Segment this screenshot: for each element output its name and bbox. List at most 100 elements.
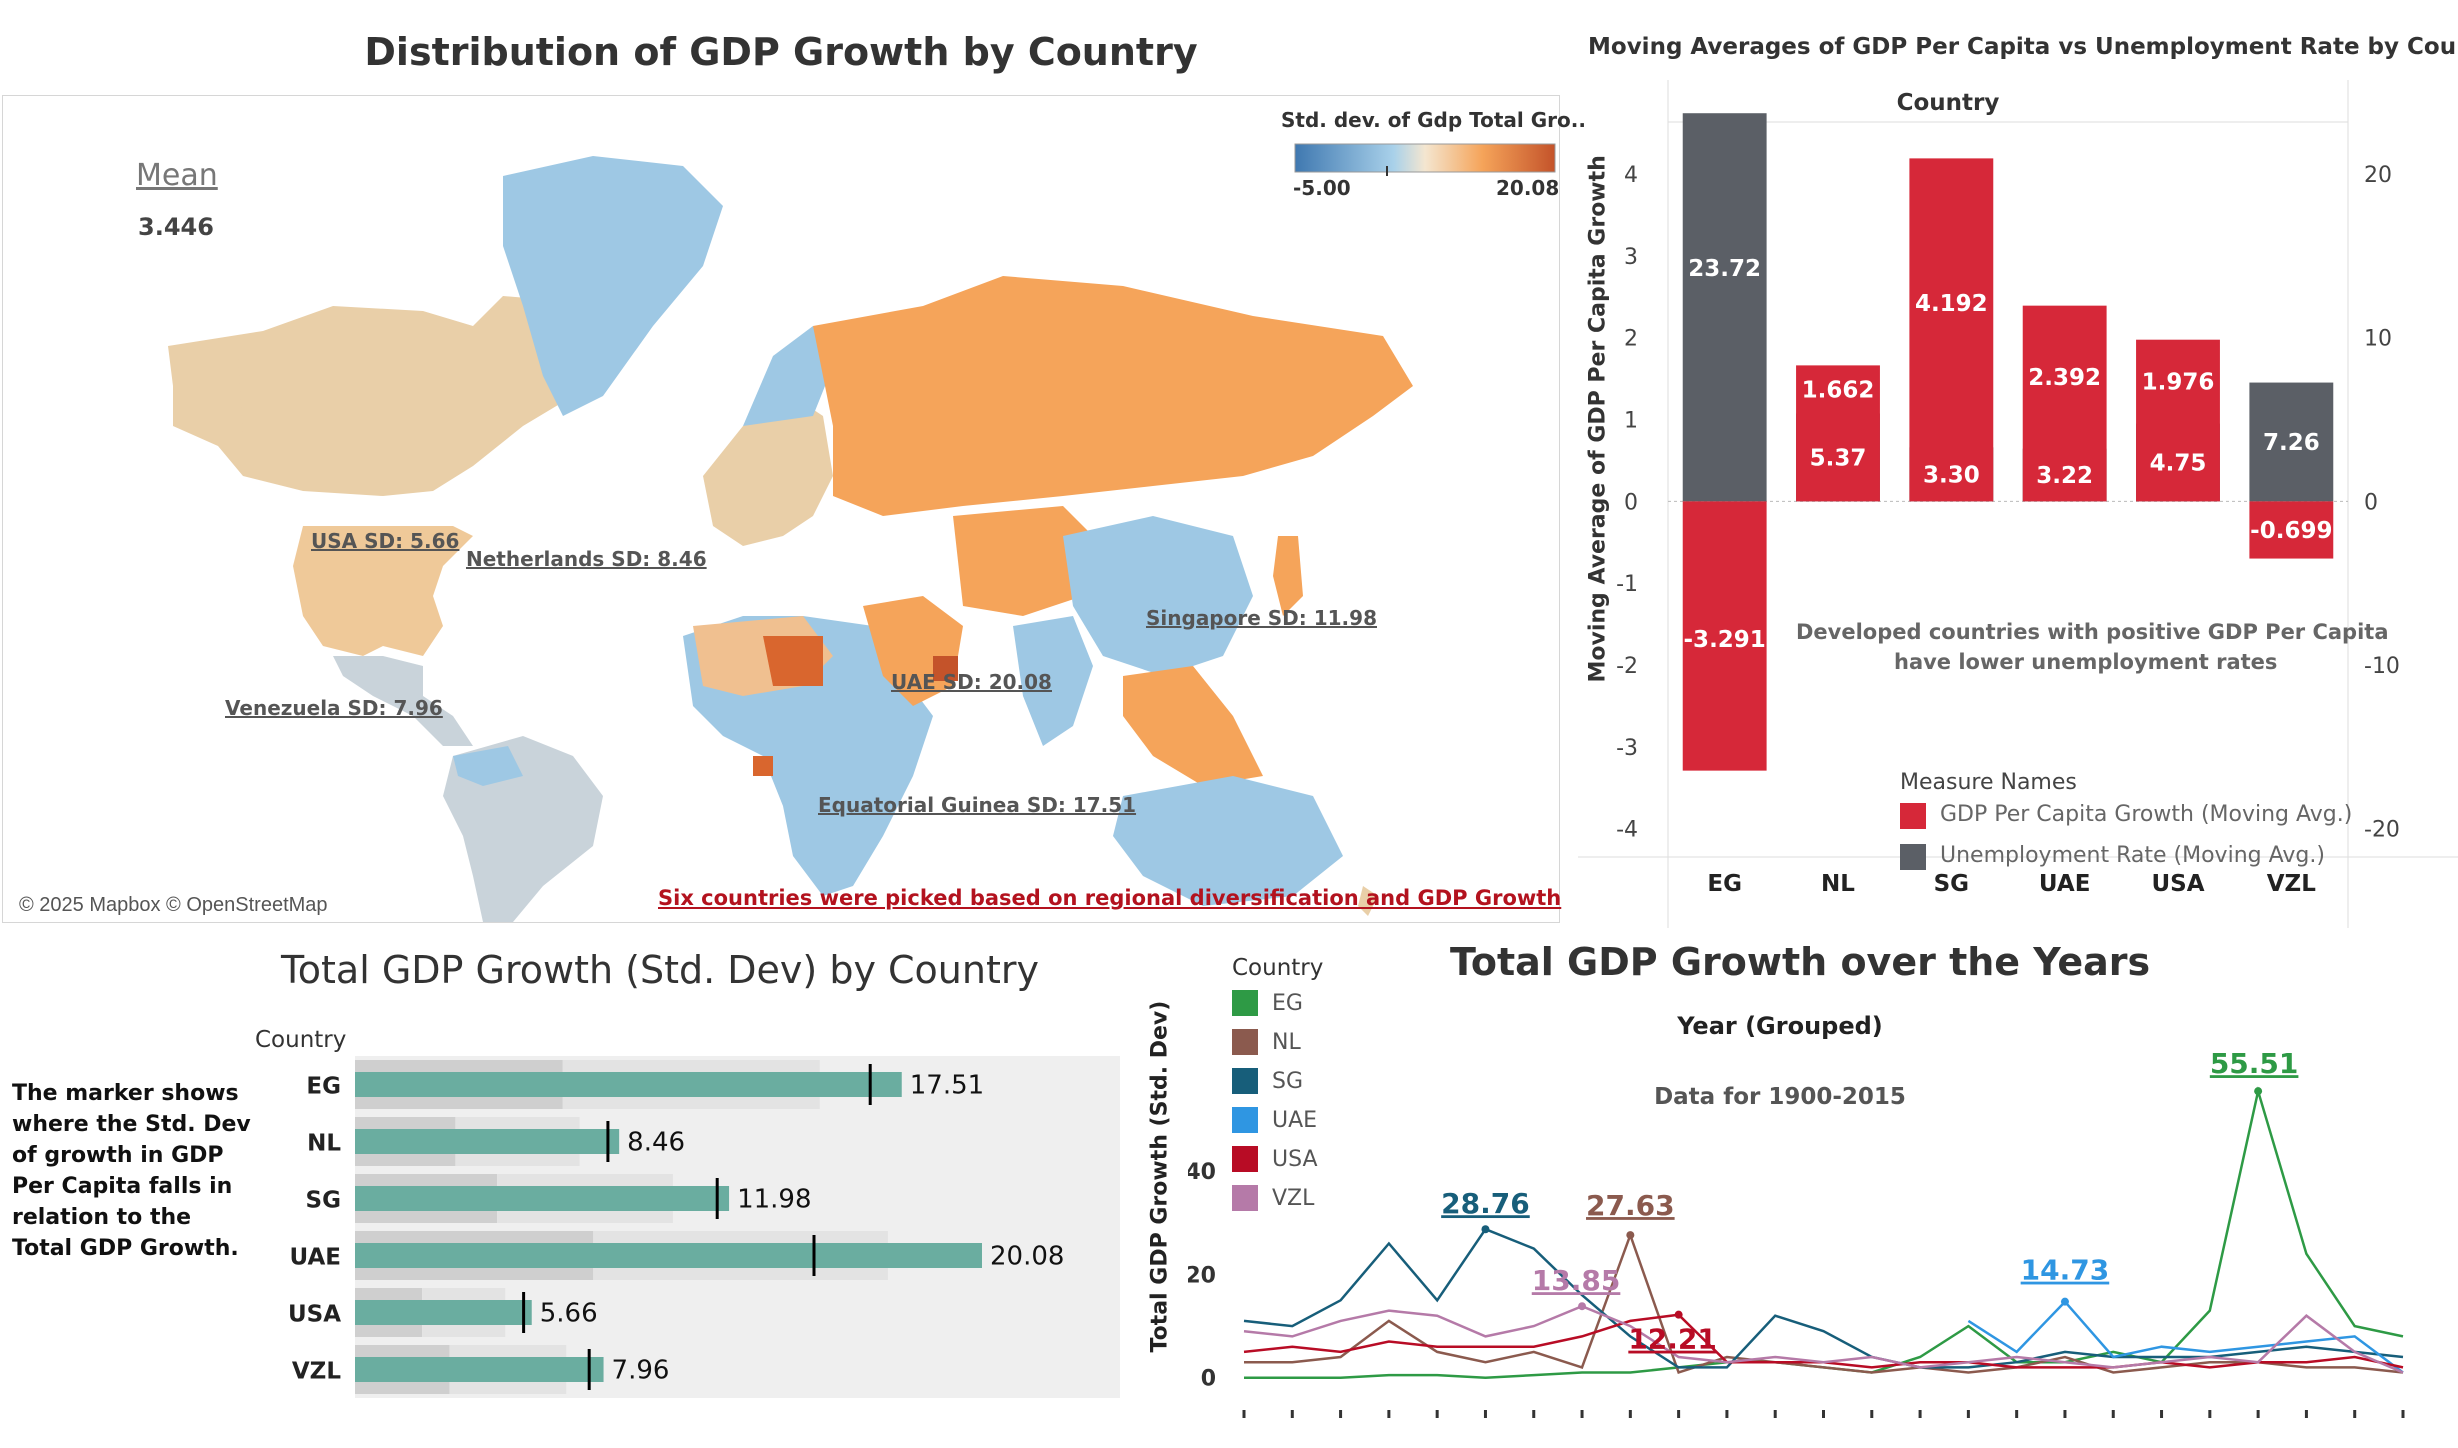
bar-unemployment-label: 5.37 [1810,445,1867,471]
bar-panel-title: Moving Averages of GDP Per Capita vs Une… [1588,34,2458,60]
line-series-uae [1967,1299,2404,1374]
bullet-header: Country [255,1027,347,1053]
bar-legend-title: Measure Names [1900,770,2077,795]
map-legend-gradient [1294,143,1556,173]
line-legend-label: NL [1272,1029,1301,1055]
line-peak-label: 12.21 [1628,1323,1717,1356]
bar-category-label: SG [1934,871,1969,897]
uae-annotation: UAE SD: 20.08 [891,670,1052,694]
bar-unemployment [2249,382,2334,502]
bullet-bar [355,1186,730,1211]
line-panel-header: Year (Grouped) [1677,1012,1883,1040]
russia-shape [813,276,1413,516]
bar-annotation-line1: Developed countries with positive GDP Pe… [1796,620,2389,644]
line-legend-swatch [1232,1185,1258,1211]
bar-unemployment [1682,113,1767,502]
greenland-shape [503,156,723,416]
line-legend-item[interactable]: EG [1232,990,1303,1016]
india-shape [1013,616,1093,746]
line-legend-swatch [1232,990,1258,1016]
legend-gdp-label[interactable]: GDP Per Capita Growth (Moving Avg.) [1940,802,2353,827]
line-legend-item[interactable]: VZL [1232,1185,1314,1211]
bar-category-label: NL [1821,871,1855,897]
bar-category-label: UAE [2039,871,2090,897]
map-legend-max: 20.08 [1496,176,1560,200]
line-legend-swatch [1232,1029,1258,1055]
bar-unemployment-label: 3.22 [2036,463,2093,489]
usa-shape [293,526,473,656]
legend-unemp-swatch[interactable] [1900,844,1926,870]
bullet-value-label: 11.98 [737,1185,811,1215]
bar-gdp-per-capita [1796,365,1880,502]
line-legend-item[interactable]: USA [1232,1146,1318,1172]
europe-shape [703,396,833,546]
legend-unemp-label[interactable]: Unemployment Rate (Moving Avg.) [1940,843,2325,868]
line-peak-dot [1481,1225,1490,1234]
new-zealand-shape [1358,886,1378,916]
singapore-annotation: Singapore SD: 11.98 [1146,606,1377,630]
bullet-category-label: SG [306,1188,341,1214]
eq-guinea-annotation: Equatorial Guinea SD: 17.51 [818,793,1137,817]
line-series-vzl [1243,1304,2404,1374]
bar-left-tick: 3 [1624,245,1638,270]
line-legend-title: Country [1232,955,1324,981]
bullet-category-label: NL [307,1131,341,1157]
bar-category-label: USA [2151,871,2204,897]
bar-left-tick: -4 [1616,818,1638,843]
bar-right-tick: 0 [2364,490,2378,515]
line-legend-item[interactable]: UAE [1232,1107,1317,1133]
scandinavia-shape [743,326,833,426]
bullet-background [355,1056,1120,1398]
map-panel[interactable]: Mean 3.446 Std. dev. of Gdp Total Gro.. … [2,95,1586,923]
eq-guinea-shape [753,756,773,776]
line-legend-item[interactable]: SG [1232,1068,1303,1094]
bullet-value-label: 7.96 [612,1356,670,1386]
moving-average-chart[interactable]: 43210-1-2-3-420100-10-2023.72-3.291EG5.3… [1578,80,2458,928]
line-legend-label: EG [1272,990,1303,1016]
line-peak-label: 27.63 [1586,1189,1675,1222]
australia-shape [1113,776,1343,906]
bar-category-label: EG [1707,871,1742,897]
bar-right-tick: -10 [2364,654,2400,679]
bullet-bar [355,1300,532,1325]
usa-annotation: USA SD: 5.66 [311,529,460,553]
legend-gdp-swatch[interactable] [1900,803,1926,829]
line-legend-swatch [1232,1068,1258,1094]
line-y-axis-label: Total GDP Growth (Std. Dev) [1147,1000,1173,1353]
netherlands-annotation: Netherlands SD: 8.46 [466,547,707,571]
line-peak-dot [2254,1087,2263,1096]
line-peak-label: 14.73 [2021,1254,2110,1287]
bar-unemployment-label: 4.75 [2150,451,2207,477]
bar-unemployment-label: 7.26 [2263,430,2320,456]
line-peak-label: 13.85 [1532,1264,1621,1297]
map-legend-title: Std. dev. of Gdp Total Gro.. [1281,108,1586,132]
line-peak-label: 55.51 [2210,1047,2299,1080]
bar-annotation-line2: have lower unemployment rates [1894,650,2278,674]
line-legend-label: VZL [1272,1185,1315,1211]
mean-label: Mean [136,158,218,193]
bar-panel[interactable]: Country Moving Average of GDP Per Capita… [1578,80,2458,928]
mexico-shape [333,656,473,746]
uae-shape [933,656,958,681]
venezuela-shape [453,746,523,786]
world-map[interactable] [3,96,1559,922]
line-y-tick: 20 [1188,1263,1216,1288]
line-y-tick: 0 [1201,1367,1216,1392]
libya-shape [763,636,823,686]
bullet-bar [355,1129,620,1154]
line-legend-item[interactable]: NL [1232,1029,1301,1055]
bullet-bar [355,1072,902,1097]
line-legend-label: SG [1272,1068,1304,1094]
bar-right-tick: 20 [2364,163,2392,188]
line-panel-note: Data for 1900-2015 [1654,1084,1906,1110]
line-legend-swatch [1232,1146,1258,1172]
bullet-bar [355,1243,982,1268]
japan-shape [1273,536,1303,616]
central-asia-shape [953,506,1103,616]
bar-panel-header: Country [1896,90,2000,116]
bullet-chart[interactable]: 17.51 EG 8.46 NL 11.98 SG 20.08 UAE 5.66 USA 7.96 V… [250,1050,1150,1410]
map-attribution[interactable]: © 2025 Mapbox © OpenStreetMap [19,894,328,916]
china-mongolia-shape [1063,516,1253,676]
bullet-value-label: 17.51 [910,1071,984,1101]
